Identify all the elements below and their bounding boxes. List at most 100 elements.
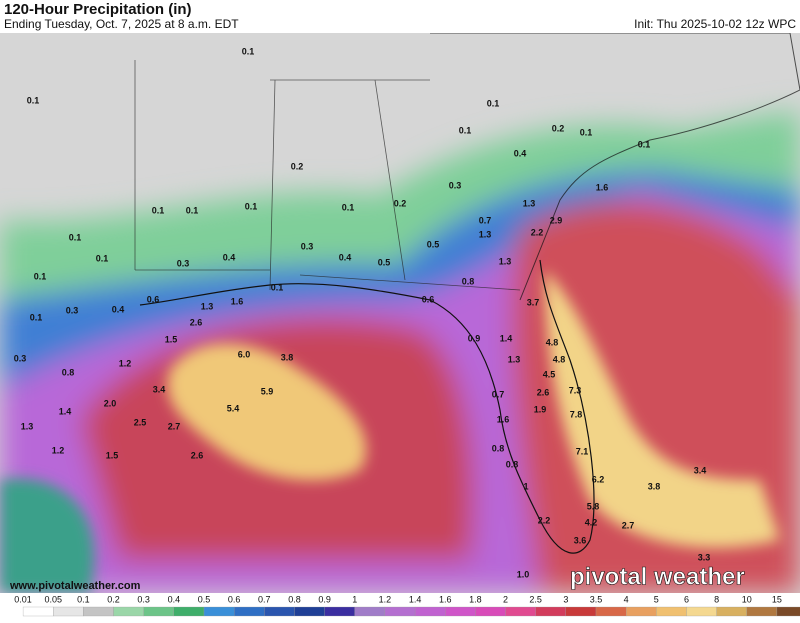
color-swatch <box>656 606 687 617</box>
map-value-label: 4.8 <box>553 354 566 364</box>
map-value-label: 2.9 <box>550 215 563 225</box>
map-value-label: 1.3 <box>523 198 536 208</box>
map-value-label: 7.3 <box>569 385 582 395</box>
color-swatch <box>173 606 205 617</box>
scale-label: 6 <box>684 594 689 604</box>
map-value-label: 6.0 <box>238 349 251 359</box>
scale-label: 0.8 <box>288 594 301 604</box>
map <box>0 33 800 593</box>
color-swatch <box>776 606 800 617</box>
map-value-label: 1.0 <box>517 569 530 579</box>
color-swatch <box>294 606 325 617</box>
map-value-label: 0.1 <box>69 232 82 242</box>
map-value-label: 0.2 <box>394 198 407 208</box>
map-value-label: 7.8 <box>570 409 583 419</box>
map-value-label: 1.5 <box>106 450 119 460</box>
scale-label: 0.7 <box>258 594 271 604</box>
map-value-label: 1.9 <box>534 404 547 414</box>
scale-label: 1.4 <box>409 594 422 604</box>
map-value-label: 6.2 <box>592 474 605 484</box>
map-value-label: 0.7 <box>479 215 492 225</box>
map-value-label: 1.3 <box>201 301 214 311</box>
scale-label: 0.9 <box>318 594 331 604</box>
map-value-label: 0.7 <box>492 389 505 399</box>
map-value-label: 3.3 <box>698 552 711 562</box>
map-value-label: 0.1 <box>245 201 258 211</box>
map-value-label: 1.3 <box>479 229 492 239</box>
scale-label: 0.6 <box>228 594 241 604</box>
scale-label: 10 <box>742 594 752 604</box>
map-value-label: 0.8 <box>492 443 505 453</box>
map-value-label: 0.4 <box>339 252 352 262</box>
color-swatch <box>354 606 386 617</box>
map-value-label: 2.6 <box>191 450 204 460</box>
scale-label: 0.2 <box>107 594 120 604</box>
map-value-label: 1.5 <box>165 334 178 344</box>
map-value-label: 1.6 <box>596 182 609 192</box>
map-value-label: 0.3 <box>177 258 190 268</box>
map-value-label: 1.2 <box>52 445 65 455</box>
map-value-label: 0.1 <box>30 312 43 322</box>
scale-label: 0.4 <box>168 594 181 604</box>
map-value-label: 0.8 <box>62 367 75 377</box>
map-value-label: 4.5 <box>543 369 556 379</box>
map-value-label: 2.5 <box>134 417 147 427</box>
map-value-label: 2.6 <box>190 317 203 327</box>
map-value-label: 0.1 <box>152 205 165 215</box>
scale-label: 1 <box>352 594 357 604</box>
color-swatch <box>475 606 506 617</box>
scale-label: 0.3 <box>137 594 150 604</box>
map-value-label: 0.1 <box>487 98 500 108</box>
map-value-label: 1.2 <box>119 358 132 368</box>
scale-label: 15 <box>772 594 782 604</box>
map-value-label: 0.3 <box>449 180 462 190</box>
map-value-label: 0.3 <box>301 241 314 251</box>
scale-label: 0.5 <box>198 594 211 604</box>
scale-label: 2 <box>503 594 508 604</box>
logo: pivotal weather <box>570 563 745 590</box>
scale-label: 0.05 <box>44 594 62 604</box>
init-time: Init: Thu 2025-10-02 12z WPC <box>634 17 796 31</box>
map-value-label: 1.3 <box>499 256 512 266</box>
color-swatch <box>445 606 476 617</box>
map-value-label: 1 <box>523 481 528 491</box>
color-swatch <box>203 606 235 617</box>
color-swatch <box>505 606 536 617</box>
map-value-label: 7.1 <box>576 446 589 456</box>
map-labels: 0.1 0.1 0.1 0.1 0.2 0.1 0.1 0.2 0.4 1.6 0.3 0.1 0.1 0… <box>14 46 711 579</box>
map-value-label: 0.5 <box>378 257 391 267</box>
website: www.pivotalweather.com <box>9 580 141 592</box>
map-value-label: 1.4 <box>59 406 72 416</box>
map-value-label: 0.3 <box>66 305 79 315</box>
scale-label: 3 <box>563 594 568 604</box>
map-value-label: 0.1 <box>96 253 109 263</box>
scale-label: 1.2 <box>379 594 392 604</box>
color-swatch <box>264 606 295 617</box>
map-value-label: 2.7 <box>168 421 181 431</box>
map-value-label: 0.4 <box>223 252 236 262</box>
map-value-label: 3.8 <box>648 481 661 491</box>
map-value-label: 1.3 <box>21 421 34 431</box>
color-swatch <box>384 606 416 617</box>
scale-label: 2.5 <box>529 594 542 604</box>
subtitle: Ending Tuesday, Oct. 7, 2025 at 8 a.m. E… <box>4 17 239 31</box>
map-value-label: 0.6 <box>147 294 160 304</box>
map-value-label: 0.1 <box>186 205 199 215</box>
map-value-label: 2.7 <box>622 520 635 530</box>
map-value-label: 1.6 <box>231 296 244 306</box>
map-value-label: 1.3 <box>508 354 521 364</box>
scale-label: 1.6 <box>439 594 452 604</box>
map-value-label: 0.1 <box>459 125 472 135</box>
color-swatch <box>565 606 597 617</box>
map-value-label: 5.9 <box>261 386 274 396</box>
scale-label: 3.5 <box>590 594 603 604</box>
scale-label: 8 <box>714 594 719 604</box>
map-value-label: 3.4 <box>694 465 707 475</box>
map-value-label: 3.7 <box>527 297 540 307</box>
map-value-label: 0.9 <box>468 333 481 343</box>
color-scale: 0.01 0.05 0.1 0.2 0.3 0.4 0.5 0.6 0.7 0.8 0.9 1 1.2 1… <box>0 593 800 618</box>
map-value-label: 0.2 <box>552 123 565 133</box>
map-value-label: 2.6 <box>537 387 550 397</box>
color-swatch <box>626 606 657 617</box>
